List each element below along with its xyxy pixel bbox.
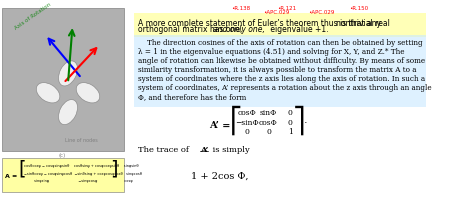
- FancyBboxPatch shape: [134, 14, 426, 38]
- FancyBboxPatch shape: [2, 159, 124, 192]
- Text: .: .: [304, 114, 308, 124]
- Text: •R.150: •R.150: [349, 6, 368, 11]
- Text: Line of nodes: Line of nodes: [65, 137, 98, 142]
- Text: [: [: [18, 159, 26, 178]
- Ellipse shape: [58, 100, 78, 125]
- FancyBboxPatch shape: [134, 36, 426, 108]
- Text: cosΦ: cosΦ: [237, 108, 256, 117]
- Text: 0: 0: [288, 108, 292, 117]
- Text: system of coordinates where the z axis lies along the axis of rotation. In such : system of coordinates where the z axis l…: [138, 75, 425, 83]
- Text: A =: A =: [5, 174, 17, 179]
- Text: The direction cosines of the axis of rotation can then be obtained by setting: The direction cosines of the axis of rot…: [138, 38, 422, 46]
- Text: 0: 0: [244, 128, 249, 136]
- FancyBboxPatch shape: [2, 9, 124, 151]
- Text: Φ, and therefore has the form: Φ, and therefore has the form: [138, 93, 246, 101]
- Text: orthogonal matrix has one,: orthogonal matrix has one,: [138, 25, 245, 34]
- Ellipse shape: [76, 83, 100, 103]
- Text: Axis of Rotation: Axis of Rotation: [14, 2, 52, 31]
- Text: is simply: is simply: [210, 145, 249, 153]
- Text: sinφsinψ                          −sinφcosψ                        cosφ: sinφsinψ −sinφcosψ cosφ: [24, 178, 132, 182]
- Text: The trace of: The trace of: [138, 145, 191, 153]
- Text: ⎤: ⎤: [293, 105, 306, 134]
- Text: system of coordinates, A’ represents a rotation about the z axis through an angl: system of coordinates, A’ represents a r…: [138, 84, 431, 92]
- Text: •APC.029: •APC.029: [309, 11, 335, 15]
- Text: ⎡: ⎡: [229, 105, 242, 134]
- Text: and only one,: and only one,: [213, 25, 265, 34]
- Text: A more complete statement of Euler’s theorem thus is that any: A more complete statement of Euler’s the…: [138, 19, 383, 27]
- Text: 1: 1: [288, 128, 292, 136]
- Text: angle of rotation can likewise be obtained without difficulty. By means of some: angle of rotation can likewise be obtain…: [138, 57, 425, 65]
- Text: A’ =: A’ =: [209, 121, 230, 129]
- Text: ]: ]: [110, 159, 118, 178]
- Text: (c): (c): [58, 152, 65, 157]
- Ellipse shape: [36, 83, 60, 103]
- Text: •APC.029: •APC.029: [263, 11, 290, 15]
- Text: sinΦ: sinΦ: [260, 108, 277, 117]
- Text: 0: 0: [288, 118, 292, 126]
- Text: •R.121: •R.121: [277, 6, 296, 11]
- Text: −sinθcosψ − cosφsinψcosθ  −sinθsinψ + cosφcosψcosθ   sinφcosθ: −sinθcosψ − cosφsinψcosθ −sinθsinψ + cos…: [24, 171, 142, 175]
- Text: A’: A’: [201, 145, 209, 153]
- Text: 1 + 2cos Φ,: 1 + 2cos Φ,: [191, 170, 248, 180]
- Text: λ = 1 in the eigenvalue equations (4.51) and solving for X, Y, and Z.* The: λ = 1 in the eigenvalue equations (4.51)…: [138, 47, 404, 55]
- Ellipse shape: [58, 62, 78, 86]
- Text: •R.138: •R.138: [231, 6, 250, 11]
- Text: 0: 0: [266, 128, 271, 136]
- Text: nontrivial real: nontrivial real: [336, 19, 390, 27]
- Text: eigenvalue +1.: eigenvalue +1.: [267, 25, 328, 34]
- Text: cosθcosψ − cosφsinψsinθ    cosθsinψ + cosφcosψsinθ    sinφsinθ: cosθcosψ − cosφsinψsinθ cosθsinψ + cosφc…: [24, 163, 138, 167]
- Text: cosΦ: cosΦ: [259, 118, 278, 126]
- Text: similarity transformation, it is always possible to transform the matrix A to a: similarity transformation, it is always …: [138, 66, 416, 74]
- Text: −sinΦ: −sinΦ: [235, 118, 258, 126]
